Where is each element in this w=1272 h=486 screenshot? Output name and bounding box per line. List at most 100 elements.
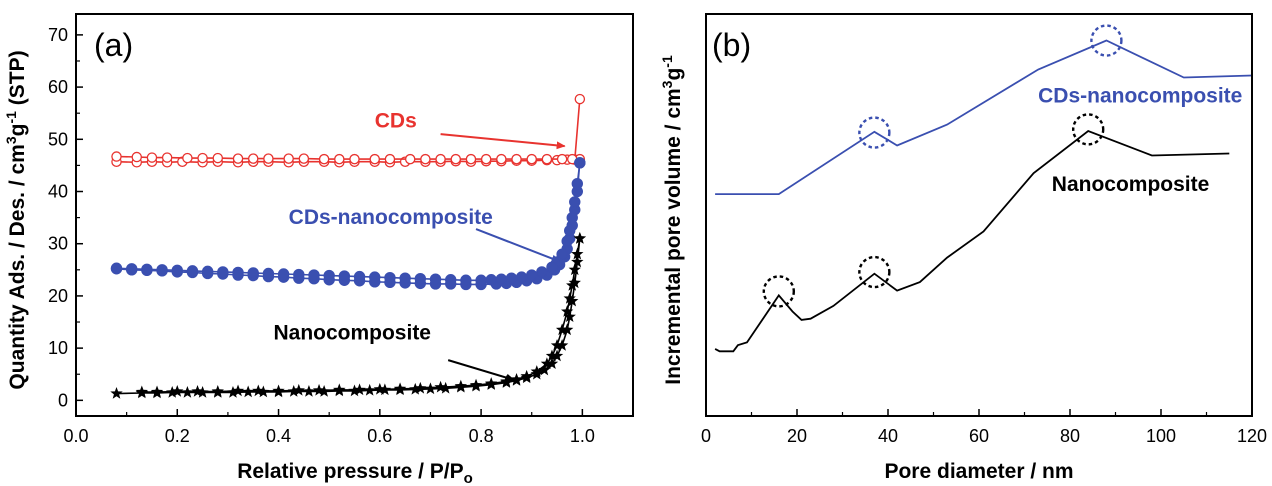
panel-a-nanocomposite-adsorption-point [538, 363, 551, 376]
panel-a-ylabel-sup2: -1 [3, 111, 19, 124]
panel-a-y-tick-label: 60 [48, 77, 68, 97]
panel-b-ylabel-sup2: -1 [659, 55, 675, 68]
panel-a-cds-nanocomposite-desorption-point [323, 269, 335, 282]
panel-a-cds-desorption-point [247, 153, 259, 164]
panel-b-x-tick-label: 20 [787, 426, 807, 446]
panel-a-annotation-arrow-nanocomposite [447, 359, 515, 382]
panel-a-cds-nanocomposite-desorption-point [186, 265, 199, 277]
panel-a-cds-desorption-point [420, 153, 431, 165]
panel-a-nanocomposite-desorption-point [414, 381, 427, 394]
panel-b-x-tick-label: 100 [1146, 426, 1176, 446]
panel-a-cds-desorption-point [298, 153, 310, 164]
panel-a-y-tick-label: 10 [48, 338, 68, 358]
panel-a-cds-desorption-point [480, 153, 492, 165]
panel-a-cds-desorption-point [511, 153, 522, 165]
panel-a-cds-nanocomposite-desorption-point [369, 271, 381, 283]
panel-a-y-tick-label: 20 [48, 286, 68, 306]
panel-a-cds-desorption-point [111, 151, 122, 162]
panel-a-cds-nanocomposite-desorption-point [399, 272, 411, 284]
panel-a-ticks: 0.0 0.2 0.4 0.6 0.8 1.0 0 10 20 30 40 50 60 70 [48, 25, 634, 446]
panel-a-nanocomposite-adsorption-point [555, 339, 569, 351]
panel-a-cds-desorption-point [435, 153, 446, 165]
panel-a-cds-nanocomposite-desorption-point [536, 266, 548, 278]
panel-a-cds-desorption-point [404, 153, 416, 165]
panel-b-peak-circle-marker [858, 255, 891, 289]
panel-a-nanocomposite-desorption-point [150, 385, 164, 398]
panel-a-cds-nanocomposite-desorption-point [475, 274, 487, 286]
panel-a-x-tick-label: 0.2 [165, 426, 190, 446]
panel-a-cds-nanocomposite-desorption-point [569, 196, 581, 208]
panel-a-nanocomposite-desorption-point [434, 380, 447, 393]
panel-a-nanocomposite-desorption-point [312, 383, 326, 396]
panel-b-y-axis-title: Incremental pore volume / cm3g-1 [659, 55, 685, 385]
panel-a-cds-desorption-point [465, 153, 477, 165]
panel-b-nanocomposite-line [714, 129, 1230, 353]
panel-a-cds-nanocomposite-desorption-point [505, 272, 518, 284]
panel-a-y-tick-label: 0 [58, 390, 68, 410]
panel-a-nanocomposite-desorption-point [571, 247, 584, 260]
panel-a-ylabel-main: Quantity Ads. / Des. / cm [6, 144, 29, 389]
panel-a-xlabel-sub: o [464, 470, 473, 486]
panel-a-nanocomposite-desorption-point [211, 384, 224, 397]
panel-a-nanocomposite-desorption-point [171, 384, 184, 397]
panel-a-nanocomposite-desorption-point [231, 384, 245, 397]
panel-a-nanocomposite-desorption-point [454, 379, 468, 392]
panel-b-peak-circle-marker [762, 275, 795, 308]
panel-a-cds-desorption-point [349, 153, 360, 165]
panel-a-nanocomposite-desorption-point [510, 372, 523, 385]
panel-b-cds-nanocomposite-line [715, 39, 1253, 196]
panel-b-ylabel-main: Incremental pore volume / cm [662, 88, 685, 384]
panel-a-nanocomposite-adsorption-point [560, 323, 574, 336]
panel-a-label: (a) [94, 27, 133, 63]
panel-a-nanocomposite-desorption-point [393, 382, 407, 395]
panel-a-cds-nanocomposite-desorption-point [126, 263, 138, 275]
panel-a-cds-desorption-point [334, 153, 345, 165]
panel-a-nanocomposite-desorption-point [568, 263, 581, 276]
panel-a-cds-desorption-point [182, 152, 193, 164]
panel-a-cds-nanocomposite-desorption-point [515, 271, 528, 283]
panel-a-cds-nanocomposite-desorption-point [110, 262, 123, 274]
panel-a-cds-nanocomposite-desorption-point [485, 274, 497, 286]
panel-a-nanocomposite-adsorption-point [226, 386, 240, 398]
panel-b-frame [705, 13, 1253, 417]
panel-b-x-tick-label: 0 [701, 426, 711, 446]
panel-a-nanocomposite-desorption-point [373, 382, 386, 395]
panel-a-annotations: CDs CDs-nanocomposite Nanocomposite [273, 109, 566, 382]
panel-a-nanocomposite-adsorption-point [110, 387, 123, 399]
panel-a-nanocomposite-adsorption-point [545, 357, 559, 370]
panel-a-cds-nanocomposite-desorption-point [384, 271, 396, 284]
panel-a-cds-nanocomposite-desorption-point [571, 177, 583, 190]
panel-b-annotation-label-cds-nanocomposite: CDs-nanocomposite [1038, 84, 1242, 107]
panel-a-cds-desorption-point [212, 152, 224, 164]
panel-a-nanocomposite-desorption-point [540, 357, 554, 370]
panel-a-y-tick-label: 40 [48, 182, 68, 202]
panel-a-y-tick-label: 50 [48, 129, 68, 149]
panel-a-nanocomposite-adsorption-point [568, 276, 581, 289]
panel-b-peak-circle-marker [858, 116, 891, 149]
panel-a-cds-desorption-point [161, 152, 173, 163]
panel-a-nanocomposite-desorption-point [272, 384, 285, 397]
panel-a-x-tick-label: 0.6 [367, 426, 392, 446]
panel-a-annotation-label-nanocomposite: Nanocomposite [273, 321, 431, 344]
panel-a-annotation-label-cds: CDs [375, 109, 417, 132]
panel-a-frame [75, 13, 634, 417]
panel-a-cds-nanocomposite-desorption-point [546, 261, 558, 273]
panel-a-cds-nanocomposite-desorption-point [561, 235, 573, 247]
panel-a-series [110, 93, 587, 399]
panel-a-ylabel-end: (STP) [6, 50, 29, 111]
panel-a-cds-desorption-point [369, 153, 381, 165]
panel-a-cds-desorption-point [263, 153, 274, 164]
panel-a-cds-nanocomposite-desorption-point [141, 263, 153, 275]
panel-a-cds-nanocomposite-desorption-point [277, 268, 290, 280]
panel-a-cds-desorption-point [318, 153, 330, 165]
panel-a-cds-nanocomposite-desorption-point [262, 267, 275, 280]
panel-a-annotation-label-cds-nanocomposite: CDs-nanocomposite [289, 206, 493, 229]
panel-a-nanocomposite-desorption-point [566, 278, 579, 291]
panel-a-nanocomposite-desorption-point [292, 383, 305, 396]
panel-a-nanocomposite-desorption-point [555, 323, 569, 336]
panel-a-cds-adsorption-line [116, 99, 581, 164]
panel-a-cds-nanocomposite-desorption-point [445, 274, 457, 286]
panel-a-ylabel-g: g [6, 124, 29, 137]
